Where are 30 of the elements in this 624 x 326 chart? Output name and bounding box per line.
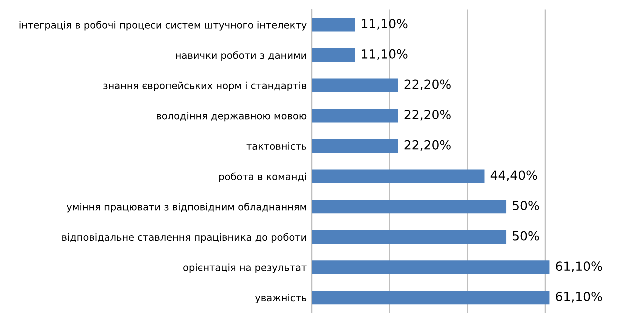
bar: [312, 230, 507, 244]
y-tick-label: інтеграція в робочі процеси систем штучного інтелекту: [20, 21, 307, 31]
bar: [312, 139, 398, 154]
y-tick-label: уміння працювати з відповідним обладнанням: [66, 203, 306, 213]
y-tick-label: уважність: [255, 294, 307, 304]
data-label: 22,20%: [404, 110, 451, 121]
data-label: 50%: [513, 231, 540, 241]
bar: [312, 18, 356, 32]
data-label: 44,40%: [490, 170, 538, 182]
y-tick-label: навички роботи з даними: [176, 51, 306, 62]
bar: [312, 78, 398, 92]
bar: [312, 200, 507, 214]
data-label: 61,10%: [556, 292, 602, 303]
data-label: 22,20%: [404, 80, 451, 90]
y-tick-label: тактовність: [246, 142, 307, 150]
data-label: 11,10%: [362, 49, 408, 60]
bar: [312, 290, 550, 305]
y-tick-label: робота в команді: [220, 172, 306, 182]
data-label: 22,20%: [404, 140, 451, 152]
bar: [312, 170, 485, 184]
data-label: 11,10%: [362, 19, 408, 30]
data-label: 61,10%: [556, 262, 602, 272]
bar: [312, 260, 550, 274]
y-tick-label: володіння державною мовою: [157, 112, 307, 122]
bar: [312, 48, 356, 62]
y-tick-label: орієнтація на результат: [184, 264, 307, 274]
y-tick-label: відповідальне ставлення працівника до роботи: [62, 233, 306, 243]
data-label: 50%: [513, 201, 540, 210]
bar: [312, 109, 398, 123]
y-tick-label: знання європейських норм і стандартів: [104, 82, 307, 92]
